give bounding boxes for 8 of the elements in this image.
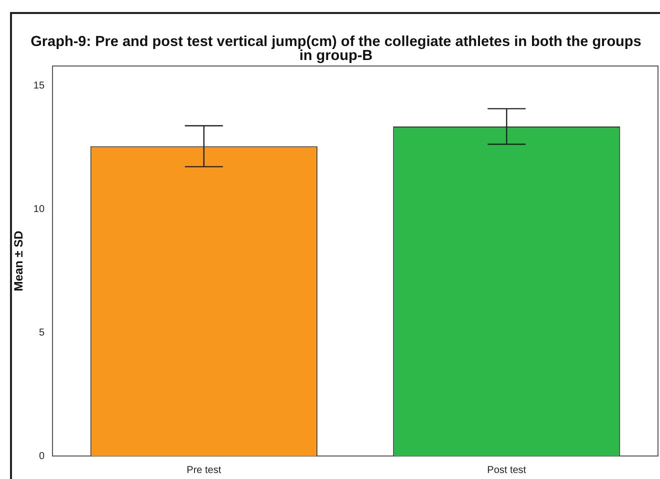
y-axis-title: Mean ± SD <box>12 230 26 292</box>
y-tick-label: 10 <box>33 204 45 215</box>
y-tick-label: 15 <box>33 80 45 92</box>
y-tick-label: 5 <box>38 327 45 338</box>
x-tick-label: Pre test <box>186 464 222 476</box>
chart-title: Graph-9: Pre and post test vertical jump(cm) of the collegiate athletes in both the groups in group-B <box>30 34 642 64</box>
x-tick-label: Post test <box>487 464 526 476</box>
y-tick-label: 0 <box>38 450 45 462</box>
